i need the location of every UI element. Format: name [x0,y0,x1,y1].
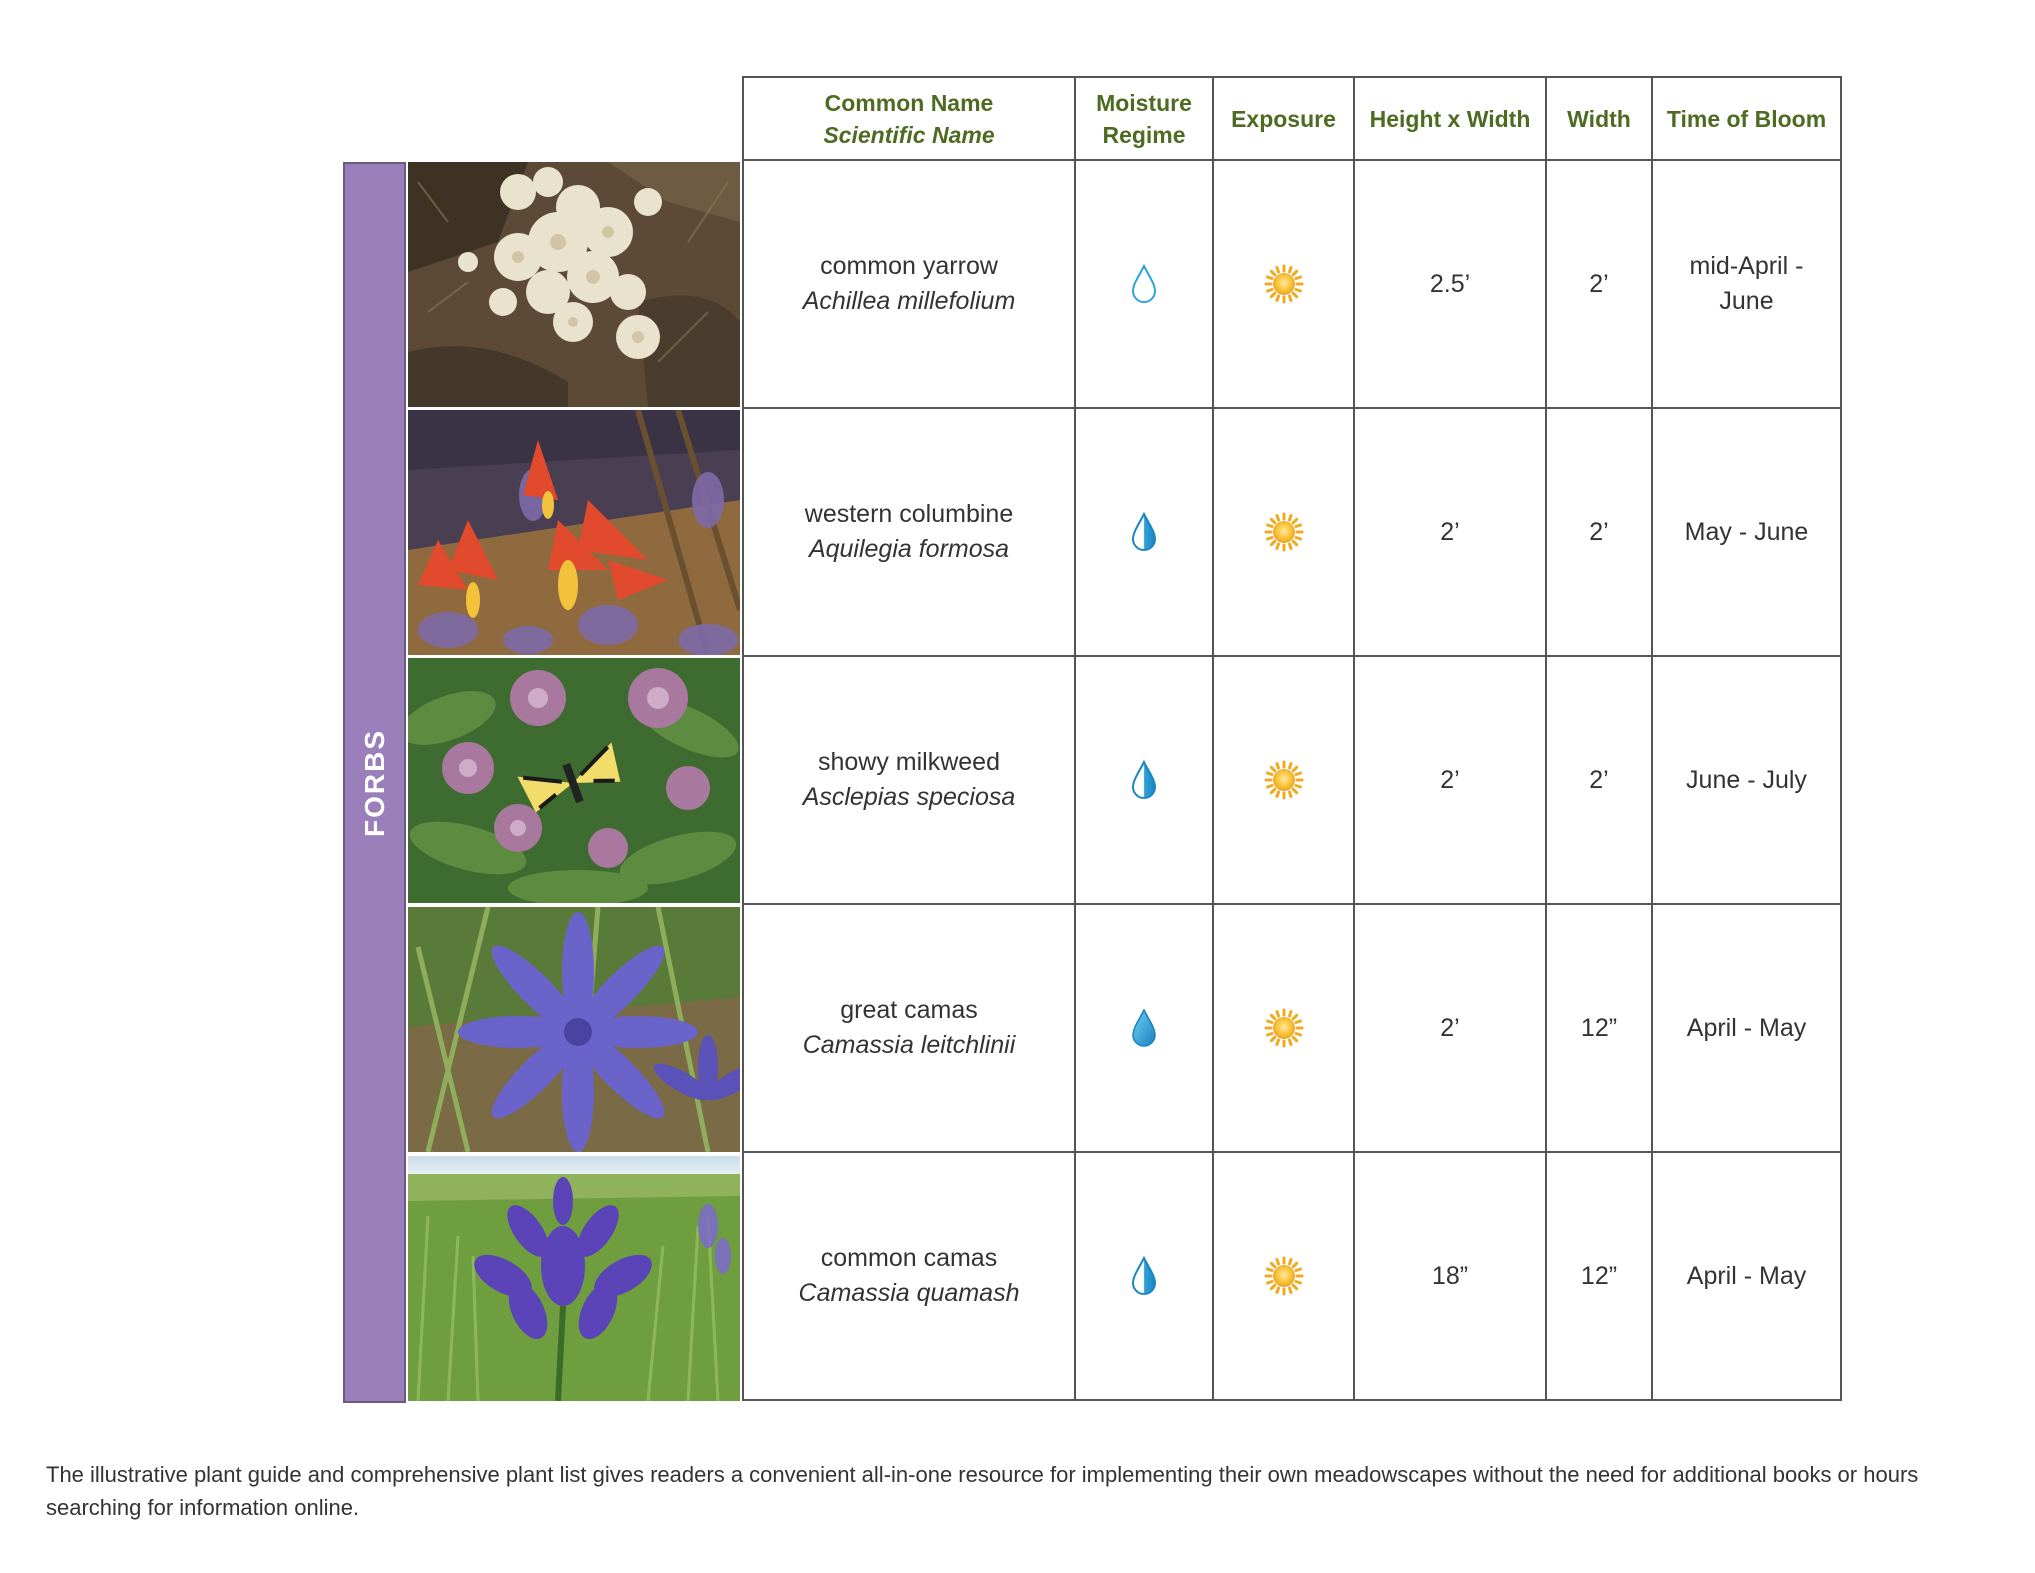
water-drop-half-icon [1132,761,1156,799]
header-height-width: Height x Width [1353,76,1547,161]
moisture-cell [1074,159,1214,409]
scientific-name: Achillea millefolium [802,287,1016,315]
scientific-name: Asclepias speciosa [802,783,1016,811]
moisture-cell [1074,903,1214,1153]
header-scientific-name: Scientific Name [823,121,995,148]
table-row: common yarrow Achillea millefolium 2.5’ … [742,159,1842,409]
common-name: great camas [840,996,978,1024]
bloom-cell: May - June [1651,407,1842,657]
bloom-text: mid-April - June [1689,252,1804,315]
exposure-cell [1212,407,1355,657]
photo-milkweed [408,658,740,903]
header-moisture-line1: Moisture [1096,89,1192,116]
water-drop-half-icon [1132,1257,1156,1295]
height-cell: 2’ [1353,903,1547,1153]
exposure-cell [1212,903,1355,1153]
exposure-cell [1212,655,1355,905]
table-row: great camas Camassia leitchlinii 2’ 12” … [742,903,1842,1153]
category-bar: FORBS [343,162,406,1403]
table-row: common camas Camassia quamash 18” 12” Ap… [742,1151,1842,1401]
scientific-name: Aquilegia formosa [808,535,1010,563]
table-row: western columbine Aquilegia formosa 2’ 2… [742,407,1842,657]
common-name: common yarrow [820,252,998,280]
name-cell: western columbine Aquilegia formosa [742,407,1076,657]
name-cell: showy milkweed Asclepias speciosa [742,655,1076,905]
header-moisture: Moisture Regime [1074,76,1214,161]
height-cell: 2’ [1353,655,1547,905]
bloom-cell: June - July [1651,655,1842,905]
photo-yarrow [408,162,740,407]
scientific-name: Camassia quamash [798,1279,1020,1307]
exposure-cell [1212,159,1355,409]
sun-icon [1264,760,1303,800]
water-drop-full-icon [1132,1009,1156,1047]
name-cell: great camas Camassia leitchlinii [742,903,1076,1153]
water-drop-half-icon [1132,513,1156,551]
bloom-cell: April - May [1651,903,1842,1153]
width-cell: 2’ [1545,159,1653,409]
bloom-cell: April - May [1651,1151,1842,1401]
width-cell: 2’ [1545,655,1653,905]
category-label: FORBS [358,728,390,837]
header-width: Width [1545,76,1653,161]
plant-table: Common Name Scientific Name Moisture Reg… [742,76,1842,1401]
name-cell: common yarrow Achillea millefolium [742,159,1076,409]
moisture-cell [1074,407,1214,657]
photo-common-camas [408,1156,740,1401]
sun-icon [1264,1008,1303,1048]
width-cell: 12” [1545,903,1653,1153]
header-common-name: Common Name [824,89,994,116]
width-cell: 2’ [1545,407,1653,657]
width-cell: 12” [1545,1151,1653,1401]
caption: The illustrative plant guide and compreh… [46,1462,1919,1520]
sun-icon [1264,264,1303,304]
exposure-cell [1212,1151,1355,1401]
header-bloom: Time of Bloom [1651,76,1842,161]
scientific-name: Camassia leitchlinii [802,1031,1016,1059]
height-cell: 2.5’ [1353,159,1547,409]
sun-icon [1264,1256,1303,1296]
moisture-cell [1074,1151,1214,1401]
name-cell: common camas Camassia quamash [742,1151,1076,1401]
height-cell: 18” [1353,1151,1547,1401]
photo-columbine [408,410,740,655]
common-name: common camas [820,1244,998,1272]
water-drop-outline-icon [1132,265,1156,303]
header-exposure: Exposure [1212,76,1355,161]
bloom-cell: mid-April - June [1651,159,1842,409]
common-name: showy milkweed [817,748,1000,776]
header-row: Common Name Scientific Name Moisture Reg… [742,76,1842,161]
height-cell: 2’ [1353,407,1547,657]
header-moisture-line2: Regime [1102,121,1186,148]
sun-icon [1264,512,1303,552]
header-name: Common Name Scientific Name [742,76,1076,161]
moisture-cell [1074,655,1214,905]
table-row: showy milkweed Asclepias speciosa 2’ 2’ … [742,655,1842,905]
photo-great-camas [408,907,740,1152]
common-name: western columbine [804,500,1014,528]
